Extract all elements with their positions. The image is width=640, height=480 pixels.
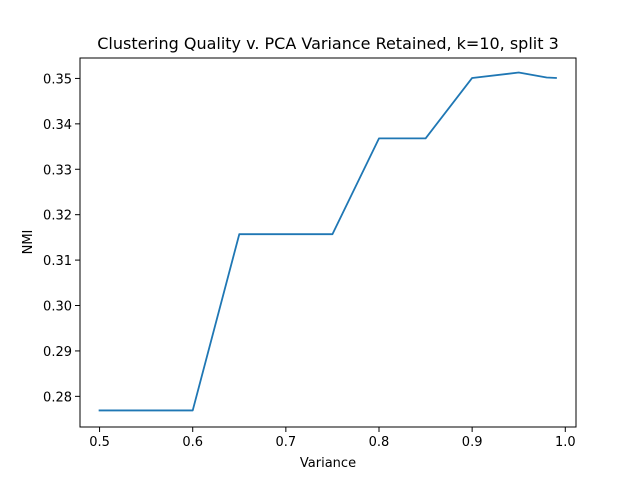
chart-title: Clustering Quality v. PCA Variance Retai… [97, 34, 559, 53]
plot-frame [79, 57, 577, 428]
y-axis-label: NMI [21, 230, 36, 255]
y-tick-label: 0.35 [43, 72, 72, 87]
y-axis-ticks: 0.28 0.29 0.30 0.31 0.32 0.33 0.34 0.35 [43, 72, 80, 405]
y-tick-label: 0.30 [43, 300, 72, 315]
series-group [98, 71, 557, 412]
plot-area [80, 58, 576, 427]
x-tick-label: 0.9 [462, 435, 483, 450]
x-axis-label: Variance [300, 456, 356, 471]
y-tick-label: 0.32 [43, 209, 72, 224]
x-tick-label: 0.7 [276, 435, 297, 450]
y-tick-label: 0.29 [43, 345, 72, 360]
y-tick-label: 0.33 [43, 163, 72, 178]
series-line-nmi [98, 71, 557, 412]
x-tick-label: 0.6 [182, 435, 203, 450]
x-axis-ticks: 0.5 0.6 0.7 0.8 0.9 1.0 [89, 427, 576, 450]
x-tick-label: 0.5 [89, 435, 110, 450]
y-tick-label: 0.28 [43, 390, 72, 405]
y-tick-label: 0.31 [43, 254, 72, 269]
x-tick-label: 1.0 [555, 435, 576, 450]
y-tick-label: 0.34 [43, 118, 72, 133]
x-tick-label: 0.8 [369, 435, 390, 450]
